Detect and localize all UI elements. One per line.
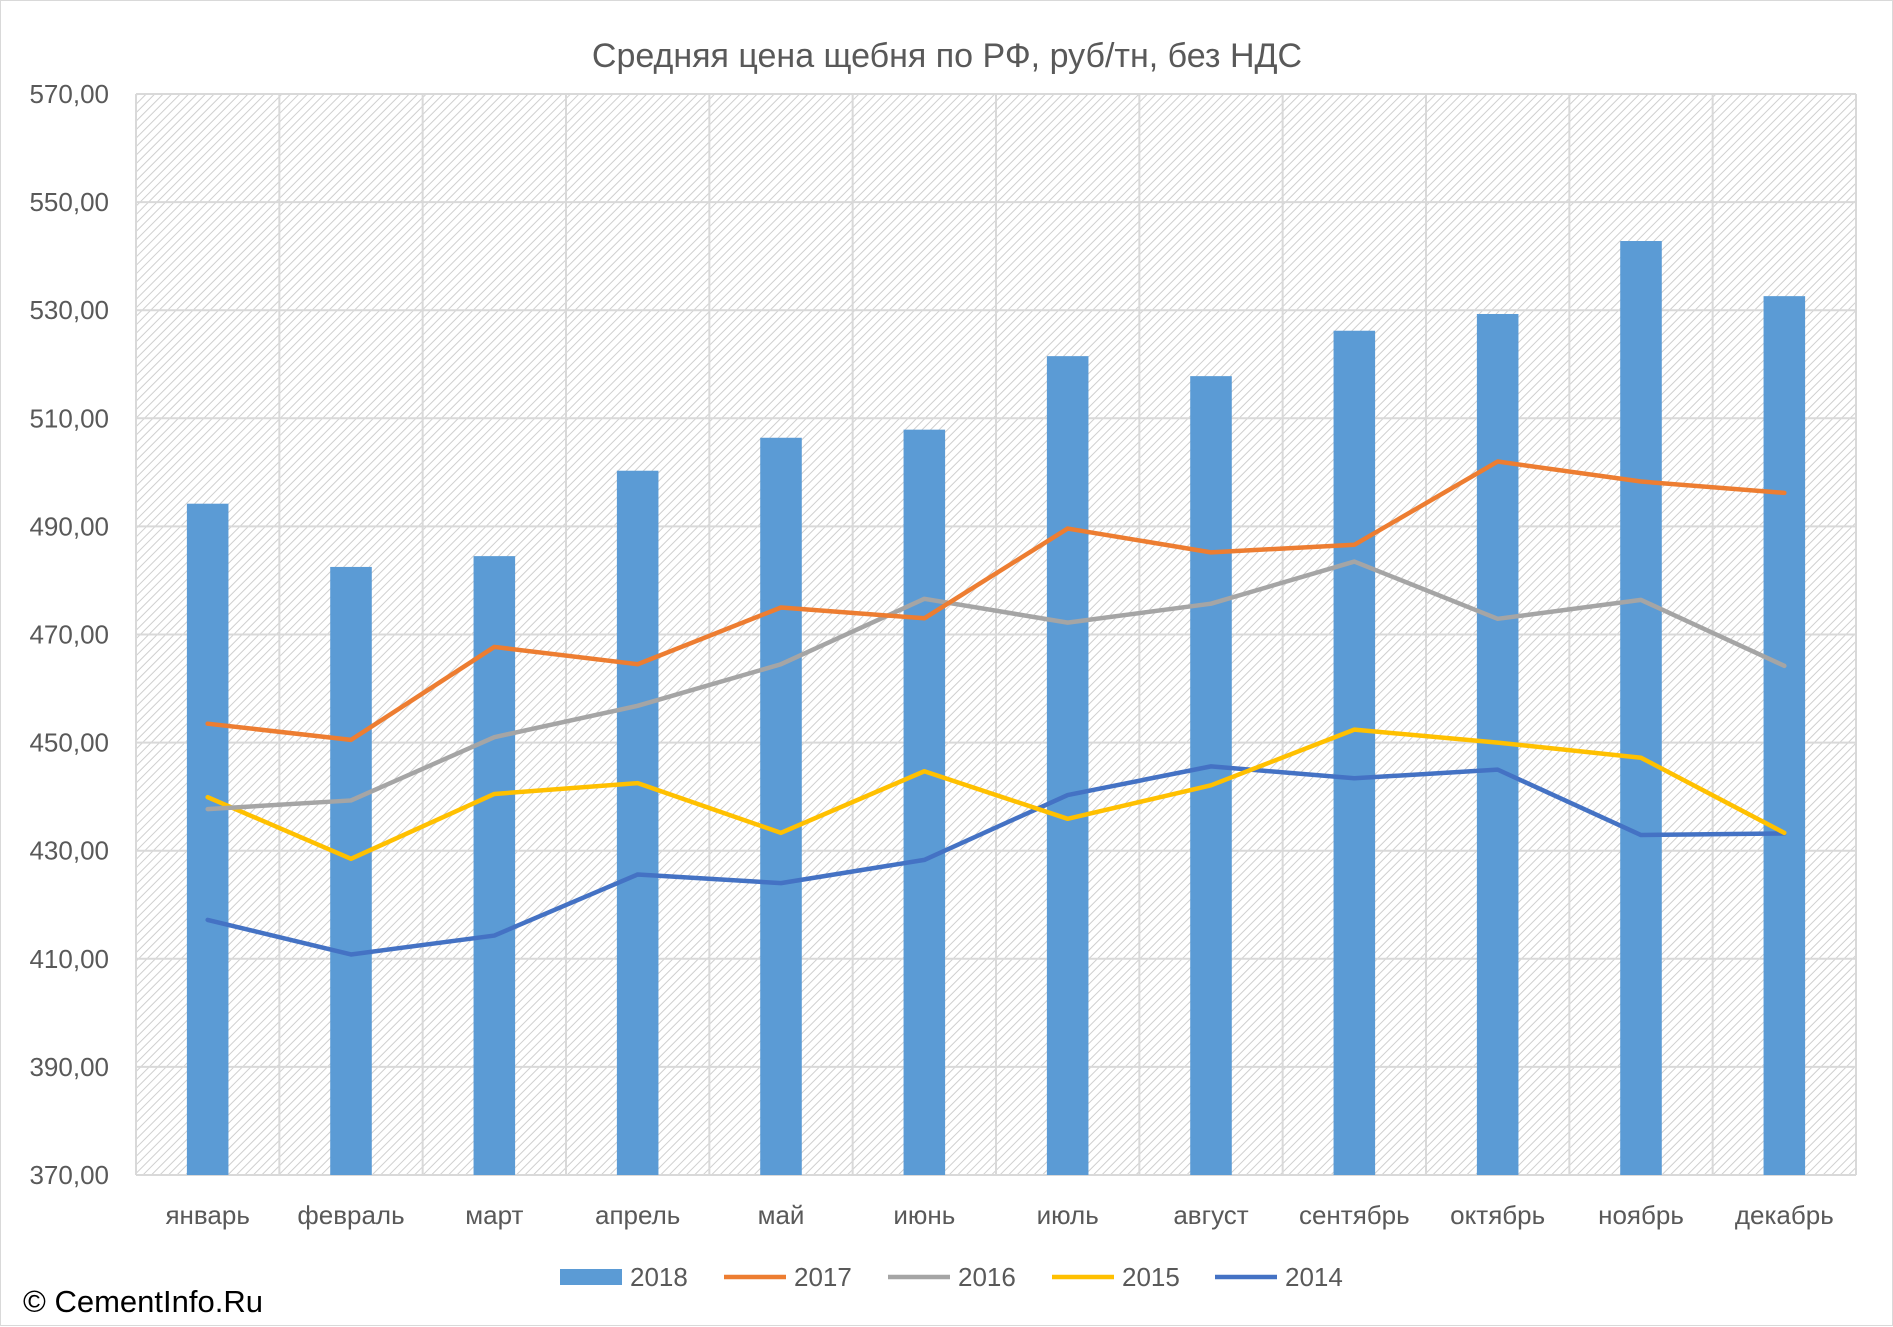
bar-2018-1 xyxy=(330,567,372,1175)
legend-label-2016: 2016 xyxy=(958,1262,1016,1292)
y-tick-label: 570,00 xyxy=(29,79,109,109)
y-tick-label: 450,00 xyxy=(29,728,109,758)
legend-label-2018: 2018 xyxy=(630,1262,688,1292)
legend-label-2015: 2015 xyxy=(1122,1262,1180,1292)
x-tick-label: январь xyxy=(165,1200,249,1230)
x-tick-label: июнь xyxy=(893,1200,955,1230)
y-tick-label: 550,00 xyxy=(29,187,109,217)
bar-2018-10 xyxy=(1620,241,1662,1175)
x-tick-label: июль xyxy=(1037,1200,1099,1230)
x-tick-label: февраль xyxy=(297,1200,404,1230)
y-tick-label: 510,00 xyxy=(29,403,109,433)
x-tick-label: апрель xyxy=(595,1200,680,1230)
y-tick-label: 430,00 xyxy=(29,836,109,866)
legend-swatch-2018 xyxy=(560,1269,622,1285)
y-tick-label: 370,00 xyxy=(29,1160,109,1190)
bar-2018-4 xyxy=(760,438,802,1175)
y-tick-label: 470,00 xyxy=(29,620,109,650)
x-tick-label: март xyxy=(465,1200,523,1230)
x-tick-label: декабрь xyxy=(1735,1200,1834,1230)
bar-2018-0 xyxy=(187,504,229,1175)
x-axis: январь февраль март апрель май июнь июль август… xyxy=(165,1200,1833,1230)
bar-2018-7 xyxy=(1190,376,1232,1175)
y-tick-label: 530,00 xyxy=(29,295,109,325)
legend-label-2014: 2014 xyxy=(1285,1262,1343,1292)
y-tick-label: 390,00 xyxy=(29,1052,109,1082)
legend-label-2017: 2017 xyxy=(794,1262,852,1292)
x-tick-label: ноябрь xyxy=(1598,1200,1684,1230)
bar-2018-11 xyxy=(1764,296,1806,1175)
bar-2018-3 xyxy=(617,471,659,1175)
bar-2018-5 xyxy=(904,430,946,1175)
x-tick-label: май xyxy=(758,1200,805,1230)
y-tick-label: 410,00 xyxy=(29,944,109,974)
x-tick-label: сентябрь xyxy=(1299,1200,1410,1230)
x-tick-label: август xyxy=(1173,1200,1248,1230)
x-tick-label: октябрь xyxy=(1450,1200,1545,1230)
y-axis: 370,00 390,00 410,00 430,00 450,00 470,00 490,… xyxy=(29,79,109,1190)
copyright-text: © CementInfo.Ru xyxy=(23,1284,263,1320)
chart-title: Средняя цена щебня по РФ, руб/тн, без НД… xyxy=(592,37,1302,75)
y-tick-label: 490,00 xyxy=(29,511,109,541)
bar-2018-6 xyxy=(1047,356,1089,1175)
legend: 2018 2017 2016 2015 2014 xyxy=(560,1262,1343,1292)
bar-2018-8 xyxy=(1334,331,1376,1175)
